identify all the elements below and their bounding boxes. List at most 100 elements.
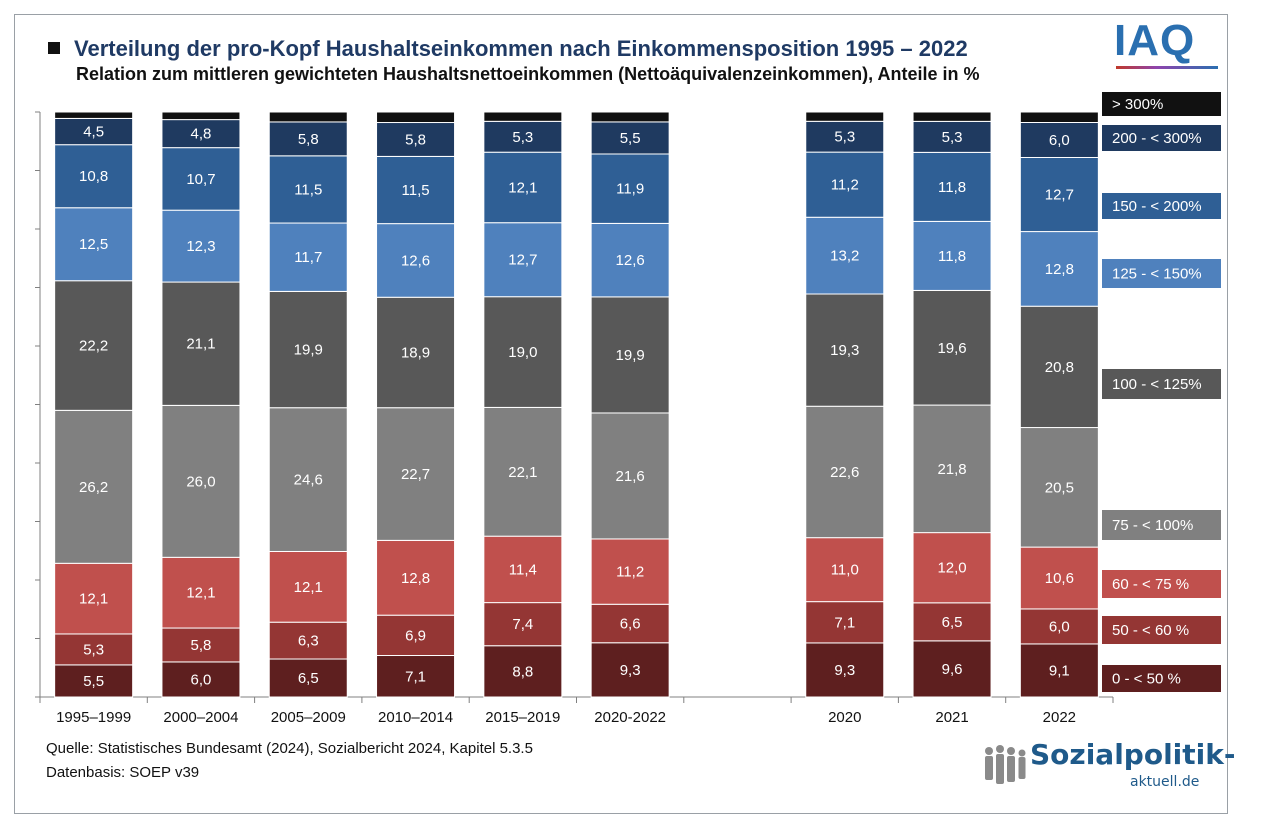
data-label: 4,8 xyxy=(191,126,212,143)
bar-segment xyxy=(590,603,670,644)
data-label: 19,0 xyxy=(508,344,537,361)
bar-segment xyxy=(590,412,670,540)
data-label: 5,8 xyxy=(298,131,319,148)
bar-segment xyxy=(805,120,885,153)
bar-segment xyxy=(268,121,348,157)
data-label: 11,8 xyxy=(938,179,966,196)
chart-subtitle: Relation zum mittleren gewichteten Haush… xyxy=(76,64,980,84)
bar-segment xyxy=(268,621,348,660)
data-label: 21,1 xyxy=(186,336,215,353)
data-label: 5,3 xyxy=(942,129,963,146)
bar-segment xyxy=(1019,231,1099,307)
bar-segment xyxy=(161,119,241,149)
bar-segment xyxy=(483,151,563,224)
bar-segment xyxy=(161,661,241,698)
legend-swatch xyxy=(1102,259,1221,288)
iaq-logo: IAQ xyxy=(1112,16,1222,76)
data-label: 22,7 xyxy=(401,466,430,483)
legend-label: > 300% xyxy=(1112,96,1163,113)
data-label: 6,0 xyxy=(1049,618,1070,635)
legend-swatch xyxy=(1102,369,1221,399)
data-label: 11,5 xyxy=(294,181,322,198)
bar-segment xyxy=(805,601,885,644)
data-label: 12,6 xyxy=(616,252,645,269)
people-silhouette-icon xyxy=(985,745,1026,784)
bar-segment xyxy=(483,645,563,698)
data-label: 12,3 xyxy=(186,238,215,255)
data-label: 6,5 xyxy=(942,614,963,631)
x-tick-label: 2020-2022 xyxy=(594,709,666,726)
bar-segment xyxy=(805,151,885,218)
data-label: 18,9 xyxy=(401,344,430,361)
x-tick-label: 2000–2004 xyxy=(163,709,238,726)
data-label: 12,5 xyxy=(79,236,108,253)
x-tick-label: 2022 xyxy=(1043,709,1076,726)
data-label: 11,8 xyxy=(938,248,966,265)
data-label: 22,6 xyxy=(830,464,859,481)
bar-segment xyxy=(1019,546,1099,610)
bar-segment xyxy=(376,111,456,124)
legend-label: 200 - < 300% xyxy=(1112,130,1202,147)
data-label: 10,6 xyxy=(1045,570,1074,587)
data-label: 20,5 xyxy=(1045,479,1074,496)
data-label: 12,6 xyxy=(401,252,430,269)
legend-swatch xyxy=(1102,92,1221,116)
bar-segment xyxy=(161,281,241,406)
source-note: Quelle: Statistisches Bundesamt (2024), … xyxy=(46,740,533,757)
database-note: Datenbasis: SOEP v39 xyxy=(46,764,200,781)
data-label: 19,9 xyxy=(616,347,645,364)
bar-segment xyxy=(590,222,670,298)
bar-segment xyxy=(483,406,563,537)
data-label: 24,6 xyxy=(294,472,323,489)
x-tick-label: 2021 xyxy=(935,709,968,726)
data-label: 5,3 xyxy=(83,641,104,658)
bar-segment xyxy=(376,655,456,698)
data-label: 5,3 xyxy=(512,129,533,146)
legend-label: 150 - < 200% xyxy=(1112,198,1202,215)
x-tick-label: 2015–2019 xyxy=(485,709,560,726)
data-label: 6,3 xyxy=(298,633,319,650)
legend-label: 50 - < 60 % xyxy=(1112,622,1189,639)
legend-label: 125 - < 150% xyxy=(1112,266,1202,283)
data-label: 6,0 xyxy=(1049,132,1070,149)
data-label: 6,6 xyxy=(620,616,641,633)
x-tick-label: 1995–1999 xyxy=(56,709,131,726)
bar-segment xyxy=(1019,111,1099,123)
data-label: 12,8 xyxy=(401,570,430,587)
bar-segment xyxy=(268,290,348,409)
data-label: 12,1 xyxy=(79,591,108,608)
title-bullet-icon xyxy=(48,42,60,54)
bar-segment xyxy=(268,658,348,698)
bar-segment xyxy=(268,111,348,123)
legend-label: 0 - < 50 % xyxy=(1112,671,1181,688)
bar-segment xyxy=(376,614,456,657)
bar-segment xyxy=(161,147,241,211)
iaq-logo-underline xyxy=(1116,66,1218,69)
chart-title: Verteilung der pro-Kopf Haushaltseinkomm… xyxy=(74,36,968,61)
bar-segment xyxy=(483,535,563,604)
data-label: 21,8 xyxy=(937,461,966,478)
x-tick-label: 2005–2009 xyxy=(271,709,346,726)
legend-swatch xyxy=(1102,193,1221,219)
data-label: 9,1 xyxy=(1049,662,1070,679)
bar-segment xyxy=(805,405,885,539)
data-label: 11,2 xyxy=(616,564,644,581)
data-label: 6,0 xyxy=(191,671,212,688)
data-label: 12,7 xyxy=(508,252,537,269)
bar-segment xyxy=(483,120,563,153)
data-label: 12,1 xyxy=(186,585,215,602)
bar-segment xyxy=(268,155,348,224)
data-label: 7,1 xyxy=(834,614,855,631)
data-label: 13,2 xyxy=(830,248,859,265)
data-label: 5,8 xyxy=(191,637,212,654)
bar-segment xyxy=(376,155,456,225)
bar-segment xyxy=(161,209,241,283)
x-tick-label: 2020 xyxy=(828,709,861,726)
legend-swatch xyxy=(1102,125,1221,151)
bar-segment xyxy=(1019,427,1099,548)
bar-segment xyxy=(54,633,134,666)
sozialpolitik-logo-subtext: aktuell.de xyxy=(1130,774,1200,790)
iaq-logo-text: IAQ xyxy=(1114,16,1196,65)
data-label: 11,4 xyxy=(509,561,537,578)
bar-segment xyxy=(912,120,992,153)
